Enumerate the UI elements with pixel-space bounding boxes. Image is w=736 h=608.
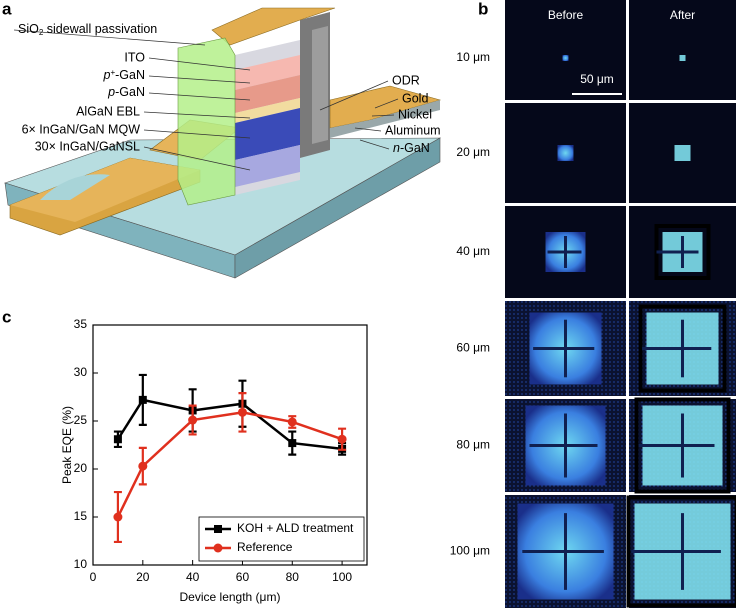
row-label: 100 μm xyxy=(450,544,490,558)
diagram-label: Nickel xyxy=(398,107,432,121)
series-line xyxy=(116,398,343,451)
diagram-label: p+-GaN xyxy=(103,68,146,82)
emission xyxy=(557,145,574,161)
leader-line xyxy=(371,114,395,117)
plot-frame xyxy=(92,324,368,566)
emission xyxy=(674,145,691,161)
leader-line xyxy=(374,98,399,109)
frame xyxy=(626,495,736,608)
marker xyxy=(138,395,147,404)
panel-label: c xyxy=(2,307,11,326)
row-label: 40 μm xyxy=(456,244,490,258)
y-tick-label: 10 xyxy=(74,557,88,571)
column-header: Before xyxy=(548,8,584,22)
legend-label: Reference xyxy=(237,540,293,554)
x-axis-label: Device length (μm) xyxy=(180,590,281,604)
x-tick-label: 0 xyxy=(90,570,97,584)
diagram-label: Gold xyxy=(402,91,428,105)
diagram-label: ITO xyxy=(124,50,145,64)
row-label: 80 μm xyxy=(456,438,490,452)
y-tick-label: 15 xyxy=(74,509,88,523)
leader-line xyxy=(319,80,389,111)
marker xyxy=(188,415,198,425)
leader-line xyxy=(13,29,206,46)
diagram-label: ODR xyxy=(392,73,420,87)
marker xyxy=(288,439,297,448)
column-header: After xyxy=(670,8,695,22)
row-label: 60 μm xyxy=(456,341,490,355)
scale-bar-label: 50 μm xyxy=(580,72,614,86)
row-label: 20 μm xyxy=(456,145,490,159)
leader-line xyxy=(148,57,251,71)
legend-label: KOH + ALD treatment xyxy=(237,521,354,535)
x-tick-label: 100 xyxy=(332,570,352,584)
label-part: SiO xyxy=(18,22,39,36)
diagram-label: 6× InGaN/GaN MQW xyxy=(22,122,141,136)
label-part: n xyxy=(393,141,400,155)
marker xyxy=(337,434,347,444)
diagram-label: n-GaN xyxy=(393,141,430,155)
emission xyxy=(679,55,686,61)
micrograph-grid: 10 μm 20 μm 40 μm 60 μm 80 μm 100 μm Before Aft… xyxy=(450,0,736,608)
diagram-label: SiO2 sidewall passivation xyxy=(18,22,157,36)
label-part: p xyxy=(107,85,115,99)
diagram-label: AlGaN EBL xyxy=(76,104,140,118)
y-axis-label: Peak EQE (%) xyxy=(60,406,74,484)
label-part: -GaN xyxy=(115,68,145,82)
chart: 0 20 40 60 80 100 10 15 20 25 30 35 Device length (μ… xyxy=(60,317,368,604)
leader-line xyxy=(143,129,251,139)
panel-label: a xyxy=(2,0,12,18)
y-tick-label: 25 xyxy=(74,413,88,427)
panel-label: b xyxy=(478,0,488,18)
diagram-labels: SiO2 sidewall passivationITOp+-GaNp-GaNA… xyxy=(13,22,441,171)
label-part: + xyxy=(110,68,115,77)
leader-line xyxy=(148,92,251,101)
leader-line xyxy=(148,75,251,84)
marker xyxy=(113,512,123,522)
series-line xyxy=(116,411,343,518)
label-part: sidewall passivation xyxy=(43,22,157,36)
label-part: -GaN xyxy=(115,85,145,99)
leader-line xyxy=(359,139,390,150)
frame xyxy=(634,397,731,494)
row-label: 10 μm xyxy=(456,50,490,64)
leader-line xyxy=(143,146,251,171)
x-tick-label: 20 xyxy=(136,570,150,584)
y-tick-label: 20 xyxy=(74,461,88,475)
label-part: p xyxy=(103,68,111,82)
leader-line xyxy=(143,111,251,119)
legend-box xyxy=(198,516,365,562)
label-part: 2 xyxy=(39,28,44,37)
x-tick-label: 60 xyxy=(236,570,250,584)
marker xyxy=(237,407,247,417)
frame xyxy=(638,304,727,393)
diagram-label: Aluminum xyxy=(385,123,441,137)
x-tick-label: 80 xyxy=(286,570,300,584)
legend-marker xyxy=(213,543,223,553)
y-tick-label: 35 xyxy=(74,317,88,331)
micrograph xyxy=(505,0,626,100)
diagram-label: p-GaN xyxy=(107,85,145,99)
legend-marker xyxy=(214,525,222,533)
leader-line xyxy=(354,127,382,132)
marker xyxy=(138,461,148,471)
marker xyxy=(113,435,122,444)
emission xyxy=(562,55,569,61)
x-tick-label: 40 xyxy=(186,570,200,584)
marker xyxy=(287,417,297,427)
micrograph xyxy=(629,0,736,100)
diagram-label: 30× InGaN/GaNSL xyxy=(35,139,140,153)
device-schematic xyxy=(4,7,442,279)
label-part: -GaN xyxy=(400,141,430,155)
y-tick-label: 30 xyxy=(74,365,88,379)
